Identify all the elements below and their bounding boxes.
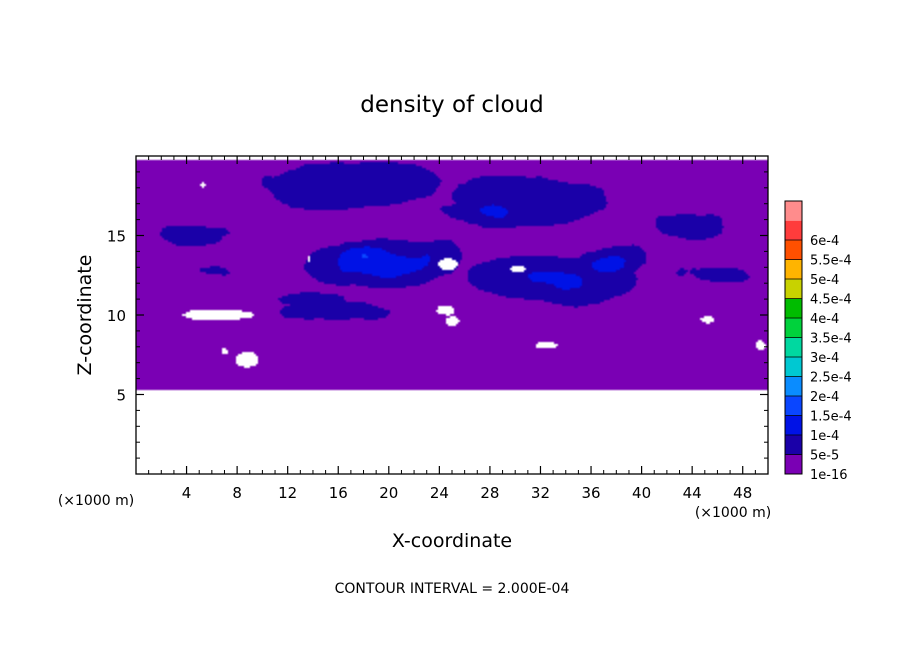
colorbar-label: 4.5e-4 [810,293,852,308]
colorbar-swatch [785,279,802,299]
y-tick-label: 5 [116,387,126,405]
y-axis-ticks: 5 10 15 [107,171,768,459]
x-tick-label: 12 [278,484,297,502]
x-tick-label: 16 [329,484,348,502]
colorbar-label: 4e-4 [810,312,839,327]
colorbar-swatch [785,435,802,455]
colorbar-swatch [785,376,802,397]
colorbar-label: 3.5e-4 [810,332,852,347]
colorbar-swatch [785,201,802,221]
colorbar-swatch [785,396,802,416]
x-tick-label: 44 [683,484,702,502]
colorbar-label: 5e-4 [810,273,839,288]
x-tick-label: 24 [430,484,449,502]
colorbar-label: 1.5e-4 [810,410,852,425]
colorbar-label: 3e-4 [810,351,839,366]
contour-field [136,156,768,474]
colorbar-swatch [785,220,802,241]
colorbar-label: 2.5e-4 [810,371,852,386]
x-tick-label: 28 [480,484,499,502]
colorbar-swatch [785,298,802,319]
x-tick-label: 32 [531,484,550,502]
colorbar-label: 1e-4 [810,429,839,444]
colorbar-label: 2e-4 [810,390,839,405]
contour-interval-note: CONTOUR INTERVAL = 2.000E-04 [335,581,570,597]
x-tick-label: 48 [733,484,752,502]
colorbar-label: 5e-5 [810,449,839,464]
y-axis-label: Z-coordinate [74,255,96,376]
x-tick-label: 8 [232,484,242,502]
y-tick-label: 10 [107,307,126,325]
x-axis-label: X-coordinate [392,530,512,552]
density-field-image [136,156,768,474]
y-tick-label: 15 [107,228,126,246]
x-tick-label: 36 [581,484,600,502]
x-unit-left: (×1000 m) [58,493,134,509]
x-tick-label: 4 [182,484,192,502]
colorbar-swatch [785,240,802,260]
colorbar-swatch [785,318,802,338]
colorbar-label: 1e-16 [810,468,848,483]
x-axis-ticks: 4 8 12 16 20 24 28 32 36 40 44 48 [148,156,756,502]
colorbar-label: 5.5e-4 [810,254,852,269]
chart-title: density of cloud [360,92,543,118]
colorbar-label: 6e-4 [810,234,839,249]
colorbar: 1e-16 5e-5 1e-4 1.5e-4 2e-4 2.5e-4 3e-4 3.5e-4 4… [784,200,852,483]
x-tick-label: 20 [379,484,398,502]
colorbar-swatch [785,259,802,280]
x-unit-right: (×1000 m) [695,505,771,521]
colorbar-swatch [785,357,802,377]
colorbar-swatch [785,337,802,358]
x-tick-label: 40 [632,484,651,502]
colorbar-swatch [785,454,802,475]
colorbar-swatch [785,415,802,436]
